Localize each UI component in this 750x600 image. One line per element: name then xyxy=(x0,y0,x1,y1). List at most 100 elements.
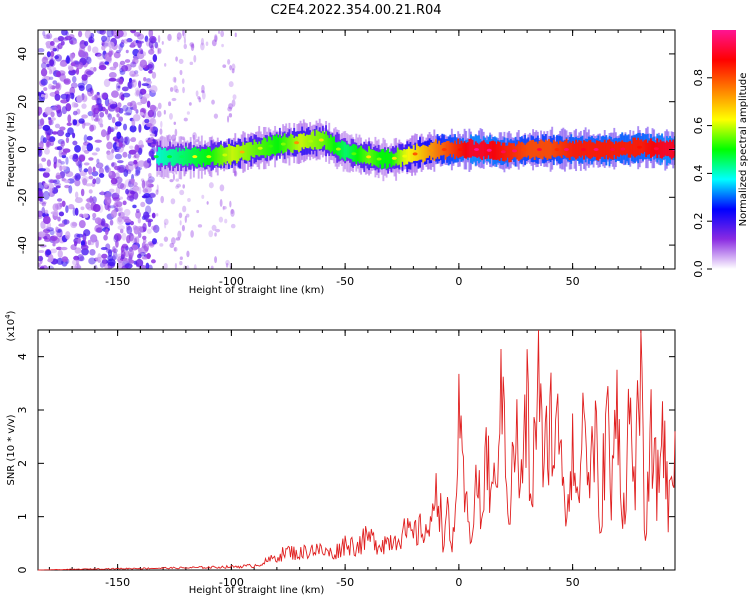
signal-cell xyxy=(215,147,218,165)
sparse-cell xyxy=(170,237,176,245)
signal-cell xyxy=(587,140,590,159)
signal-peak xyxy=(593,148,599,151)
noise-cell xyxy=(81,144,87,153)
noise-cell xyxy=(81,74,88,81)
sparse-cell xyxy=(231,99,236,107)
noise-cell xyxy=(61,256,69,263)
noise-cell xyxy=(126,38,133,43)
noise-cell xyxy=(65,136,70,144)
noise-cell xyxy=(92,204,101,213)
noise-cell xyxy=(42,137,47,144)
noise-cell xyxy=(112,61,119,68)
signal-cell xyxy=(516,144,519,160)
noise-cell xyxy=(130,30,137,34)
noise-cell xyxy=(132,204,137,209)
noise-cell xyxy=(107,41,115,48)
noise-cell xyxy=(54,182,62,187)
sparse-cell xyxy=(227,58,231,65)
colorbar-tick-label: 0.6 xyxy=(692,117,705,135)
sparse-cell xyxy=(183,37,187,45)
signal-cell xyxy=(415,143,418,161)
signal-cell xyxy=(599,141,601,159)
noise-cell xyxy=(141,195,148,199)
signal-peak xyxy=(222,153,228,157)
signal-cell xyxy=(619,141,622,155)
signal-cell xyxy=(497,141,499,160)
signal-cell xyxy=(436,143,439,157)
noise-cell xyxy=(100,190,104,196)
signal-cell xyxy=(525,143,528,158)
noise-cell xyxy=(107,113,113,121)
multiplier-exponent: 4 xyxy=(4,314,12,319)
noise-cell xyxy=(138,123,142,133)
signal-cell xyxy=(248,142,251,161)
noise-cell xyxy=(38,231,46,238)
noise-cell xyxy=(148,70,153,74)
noise-cell xyxy=(68,34,75,39)
sparse-cell xyxy=(175,185,179,189)
sparse-cell xyxy=(181,224,185,232)
noise-cell xyxy=(39,140,44,149)
noise-cell xyxy=(84,149,90,154)
sparse-cell xyxy=(200,37,205,46)
sparse-cell xyxy=(217,30,221,34)
signal-cell xyxy=(189,149,192,165)
noise-cell xyxy=(95,256,103,262)
noise-cell xyxy=(102,257,107,267)
noise-cell xyxy=(74,145,81,153)
signal-cell xyxy=(165,150,168,166)
noise-cell xyxy=(77,30,83,38)
noise-cell xyxy=(91,96,96,101)
noise-cell xyxy=(141,179,146,189)
noise-cell xyxy=(106,132,110,141)
signal-peak xyxy=(457,148,463,151)
noise-cell xyxy=(145,180,151,188)
signal-cell xyxy=(498,141,501,161)
sparse-cell xyxy=(227,115,230,123)
noise-cell xyxy=(106,113,111,118)
sparse-cell xyxy=(230,209,235,217)
sparse-cell xyxy=(173,121,177,126)
noise-cell xyxy=(77,160,83,168)
noise-cell xyxy=(87,166,93,175)
signal-cell xyxy=(485,144,488,159)
sparse-cell xyxy=(160,120,163,128)
signal-cell xyxy=(463,141,466,158)
signal-cell xyxy=(388,153,391,164)
signal-cell xyxy=(592,142,595,157)
noise-cell xyxy=(115,186,121,196)
spectrogram-x-tick-label: -50 xyxy=(336,275,354,288)
noise-cell xyxy=(42,215,51,225)
noise-cell xyxy=(118,164,127,173)
noise-cell xyxy=(61,154,67,159)
noise-cell xyxy=(128,77,133,83)
noise-cell xyxy=(117,85,121,89)
sparse-cell xyxy=(168,101,172,107)
noise-cell xyxy=(68,185,73,194)
noise-cell xyxy=(110,209,117,218)
snr-x-tick-label: -100 xyxy=(219,576,244,589)
sparse-cell xyxy=(163,109,166,115)
noise-cell xyxy=(116,113,120,118)
noise-cell xyxy=(78,44,87,49)
noise-cell xyxy=(100,246,108,251)
noise-cell xyxy=(43,226,51,230)
sparse-cell xyxy=(179,256,183,261)
noise-cell xyxy=(48,68,52,75)
noise-cell xyxy=(38,262,41,268)
noise-cell xyxy=(137,232,142,238)
noise-cell xyxy=(48,253,54,263)
signal-cell xyxy=(627,141,630,158)
signal-cell xyxy=(202,149,205,163)
noise-cell xyxy=(150,37,156,44)
noise-cell xyxy=(40,78,48,86)
noise-cell xyxy=(40,62,47,70)
noise-cell xyxy=(105,249,114,254)
noise-cell xyxy=(123,38,129,44)
sparse-cell xyxy=(231,63,236,71)
noise-cell xyxy=(140,201,146,208)
signal-cell xyxy=(331,137,334,152)
snr-x-tick-label: 50 xyxy=(566,576,580,589)
noise-cell xyxy=(38,191,44,198)
sparse-cell xyxy=(175,56,178,62)
